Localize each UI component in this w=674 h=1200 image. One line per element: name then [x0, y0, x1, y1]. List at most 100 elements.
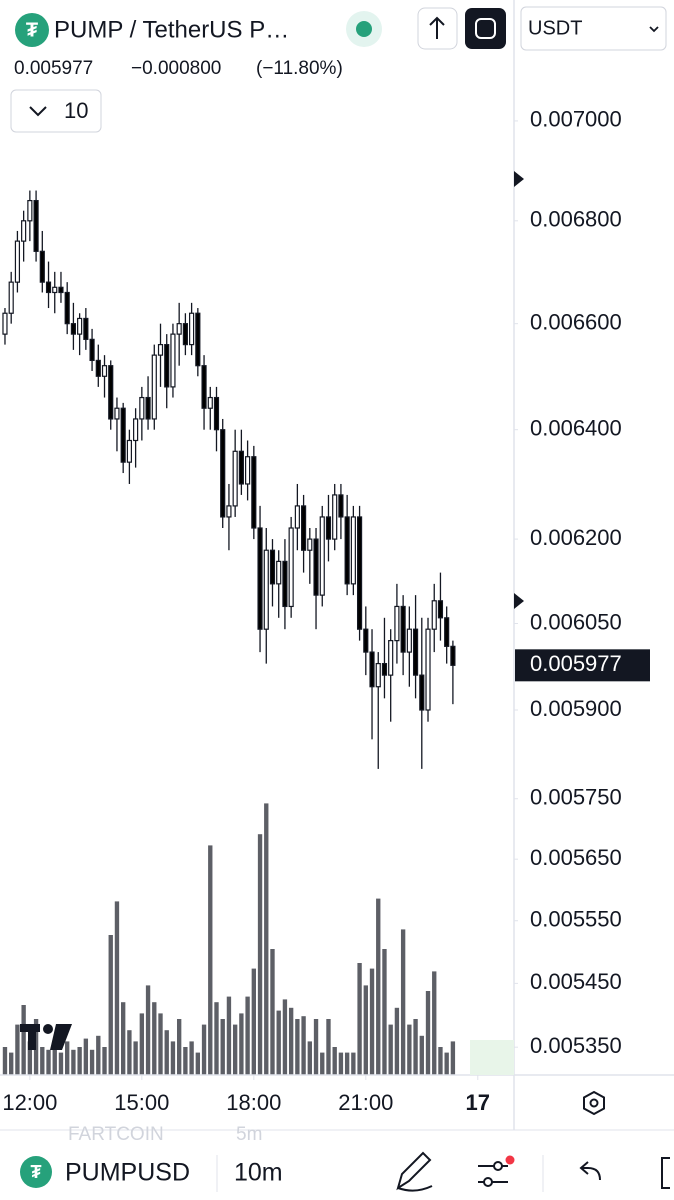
volume-bar [114, 901, 120, 1075]
candle-body [294, 505, 300, 529]
candle-body [412, 628, 419, 676]
volume-bar [407, 1024, 412, 1075]
interval[interactable]: 10m [234, 1159, 283, 1187]
candle-body [444, 617, 450, 647]
volume-bar [21, 1005, 26, 1075]
candle-body [363, 628, 369, 653]
volume-bar [264, 803, 269, 1075]
candle-body [276, 560, 282, 585]
volume-bar [344, 1052, 350, 1075]
candle-body [251, 456, 257, 529]
volume-bar [307, 1041, 312, 1075]
fullscreen-button[interactable] [465, 8, 506, 49]
y-tick-label: 0.006600 [530, 309, 622, 334]
coin-logo [20, 1156, 52, 1188]
volume-bar [251, 968, 256, 1075]
candle-body [238, 450, 244, 485]
candle-body [2, 312, 8, 335]
candle-body [288, 527, 294, 608]
settings-icon-dot [589, 1098, 599, 1108]
candle-body [89, 338, 95, 362]
y-tick-label: 0.006400 [530, 416, 622, 441]
candle-body [226, 505, 232, 518]
volume-bar [195, 1052, 201, 1075]
undo-button[interactable] [579, 1161, 601, 1181]
candle-body [33, 199, 39, 252]
symbol-title[interactable]: PUMP / TetherUS P… [54, 16, 289, 43]
candle-body [58, 286, 64, 294]
volume-bar [425, 991, 431, 1075]
symbol[interactable]: PUMPUSD [65, 1159, 190, 1187]
indicators-button[interactable] [478, 1161, 508, 1187]
candle-body [325, 516, 332, 540]
candle-body [245, 456, 251, 485]
volume-bar [133, 1041, 138, 1075]
volume-bar [9, 1052, 14, 1075]
y-tick-label: 0.005450 [530, 969, 622, 994]
x-tick-label: 17 [466, 1090, 490, 1115]
volume-bar [52, 1044, 57, 1075]
candle-body [151, 354, 157, 420]
y-tick-label: 0.005750 [530, 785, 622, 810]
volume-bar [77, 1047, 82, 1075]
candle-body [301, 505, 307, 551]
volume-bar [96, 1035, 101, 1075]
volume-bar [239, 1013, 244, 1075]
change: −0.000800 [131, 58, 221, 79]
volume-bar [108, 935, 113, 1075]
volume-bar [40, 1047, 45, 1075]
volume-bar [282, 999, 288, 1075]
y-tick-label: 0.005650 [530, 845, 622, 870]
current-price-box [515, 649, 650, 682]
volume-bar [214, 1002, 219, 1075]
y-tick-label: 0.006050 [530, 609, 622, 634]
candle-body [39, 250, 45, 283]
candle-body [195, 312, 201, 367]
chevron [649, 26, 659, 33]
indicator-toggle[interactable] [10, 89, 102, 133]
candle-body [319, 516, 325, 596]
candle-body [21, 220, 27, 242]
market-status-dot [356, 21, 372, 37]
candle-body [126, 439, 132, 463]
axis-marker [514, 593, 524, 609]
more-button[interactable] [661, 1157, 670, 1189]
candle-body [437, 600, 444, 619]
candle-body [257, 527, 263, 630]
volume-bar [102, 1047, 107, 1075]
volume-bar [58, 1052, 64, 1075]
volume-bar [145, 985, 151, 1075]
volume-bar [301, 1016, 306, 1075]
candle-body [332, 494, 338, 540]
candle-body [369, 651, 375, 688]
candle-body [101, 365, 108, 377]
y-tick-label: 0.006800 [530, 207, 622, 232]
volume-bar [419, 1035, 424, 1075]
candle-body [170, 333, 176, 388]
volume-bar [326, 1019, 331, 1075]
volume-bar [245, 996, 250, 1075]
volume-bar [2, 1047, 8, 1075]
candle-body [450, 645, 456, 666]
candle-body [356, 516, 363, 630]
settings-icon[interactable] [583, 1090, 605, 1116]
volume-bar [27, 1041, 33, 1075]
currency-select[interactable] [520, 6, 667, 51]
volume-bar [332, 1047, 337, 1075]
candle-body [381, 662, 388, 676]
candle-body [64, 291, 70, 325]
volume-bar [164, 1030, 169, 1075]
candle-body [83, 317, 89, 340]
volume-bar [201, 1024, 207, 1075]
y-tick-label: 0.006200 [530, 525, 622, 550]
volume-bar [413, 1019, 418, 1075]
x-tick-label: 21:00 [338, 1090, 393, 1115]
volume-bar [270, 949, 275, 1075]
volume-bar [226, 996, 232, 1075]
coin-logo-glyph: ₮ [26, 19, 38, 41]
previous-interval: 5m [236, 1124, 262, 1145]
draw-button[interactable] [396, 1151, 433, 1192]
last-price: 0.005977 [14, 58, 93, 79]
